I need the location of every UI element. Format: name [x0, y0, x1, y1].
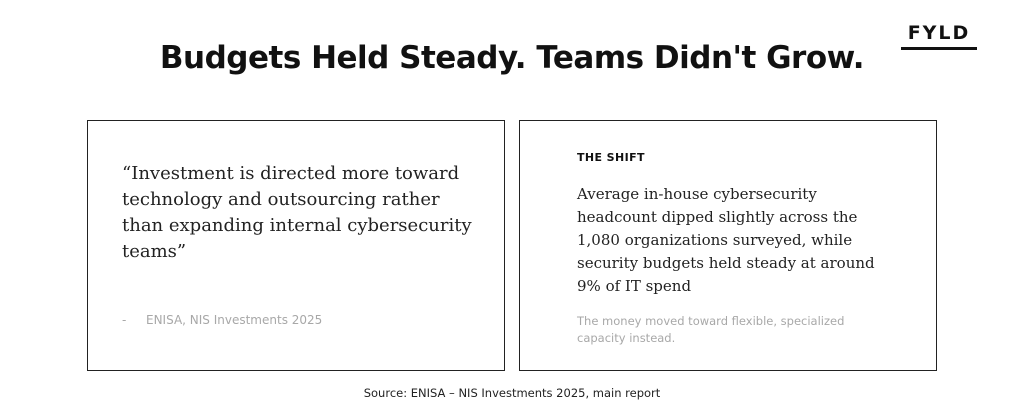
source-footnote: Source: ENISA – NIS Investments 2025, ma…: [363, 386, 661, 400]
logo-wordmark: FYLD: [907, 22, 971, 44]
logo-underline: [901, 47, 977, 50]
quote-attribution: - ENISA, NIS Investments 2025: [122, 313, 322, 327]
quote-card: “Investment is directed more toward tech…: [87, 120, 505, 371]
shift-heading: THE SHIFT: [577, 151, 645, 164]
quote-text: “Investment is directed more toward tech…: [122, 163, 472, 262]
fyld-logo: FYLD: [899, 22, 979, 52]
attribution-dash: -: [122, 313, 127, 327]
page-title: Budgets Held Steady. Teams Didn't Grow.: [159, 40, 865, 76]
shift-body-text: Average in-house cybersecurity headcount…: [577, 185, 875, 295]
shift-card: THE SHIFT Average in-house cybersecurity…: [519, 120, 937, 371]
shift-note: The money moved toward flexible, special…: [577, 314, 845, 345]
attribution-source: ENISA, NIS Investments 2025: [146, 313, 323, 327]
